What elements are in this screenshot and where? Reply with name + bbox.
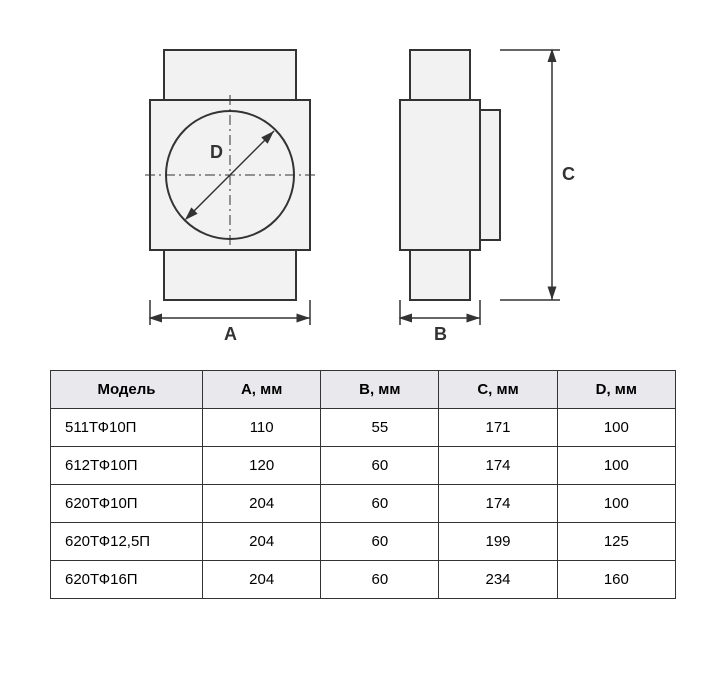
table-cell: 110 xyxy=(203,409,321,447)
table-row: 612ТФ10П12060174100 xyxy=(51,447,676,485)
table-row: 620ТФ10П20460174100 xyxy=(51,485,676,523)
table-cell: 620ТФ12,5П xyxy=(51,523,203,561)
dimension-diagram: D A B C xyxy=(20,20,706,350)
side-view: B C xyxy=(400,50,575,344)
table-cell: 60 xyxy=(321,561,439,599)
table-cell: 204 xyxy=(203,523,321,561)
table-cell: 55 xyxy=(321,409,439,447)
table-cell: 620ТФ10П xyxy=(51,485,203,523)
table-cell: 100 xyxy=(557,409,675,447)
col-header: A, мм xyxy=(203,371,321,409)
label-b: B xyxy=(434,324,447,344)
col-header: D, мм xyxy=(557,371,675,409)
table-cell: 234 xyxy=(439,561,557,599)
col-header: Модель xyxy=(51,371,203,409)
table-cell: 100 xyxy=(557,485,675,523)
table-cell: 120 xyxy=(203,447,321,485)
table-cell: 60 xyxy=(321,523,439,561)
spec-table: МодельA, ммB, ммC, ммD, мм 511ТФ10П11055… xyxy=(50,370,676,599)
table-cell: 511ТФ10П xyxy=(51,409,203,447)
table-row: 511ТФ10П11055171100 xyxy=(51,409,676,447)
col-header: C, мм xyxy=(439,371,557,409)
table-row: 620ТФ12,5П20460199125 xyxy=(51,523,676,561)
table-row: 620ТФ16П20460234160 xyxy=(51,561,676,599)
table-cell: 160 xyxy=(557,561,675,599)
table-cell: 199 xyxy=(439,523,557,561)
table-cell: 174 xyxy=(439,447,557,485)
table-cell: 612ТФ10П xyxy=(51,447,203,485)
front-view: D A xyxy=(145,50,315,344)
table-cell: 620ТФ16П xyxy=(51,561,203,599)
label-c: C xyxy=(562,164,575,184)
table-cell: 125 xyxy=(557,523,675,561)
label-d: D xyxy=(210,142,223,162)
table-cell: 100 xyxy=(557,447,675,485)
label-a: A xyxy=(224,324,237,344)
table-cell: 204 xyxy=(203,561,321,599)
table-cell: 60 xyxy=(321,447,439,485)
table-cell: 171 xyxy=(439,409,557,447)
table-cell: 204 xyxy=(203,485,321,523)
col-header: B, мм xyxy=(321,371,439,409)
table-cell: 60 xyxy=(321,485,439,523)
table-cell: 174 xyxy=(439,485,557,523)
